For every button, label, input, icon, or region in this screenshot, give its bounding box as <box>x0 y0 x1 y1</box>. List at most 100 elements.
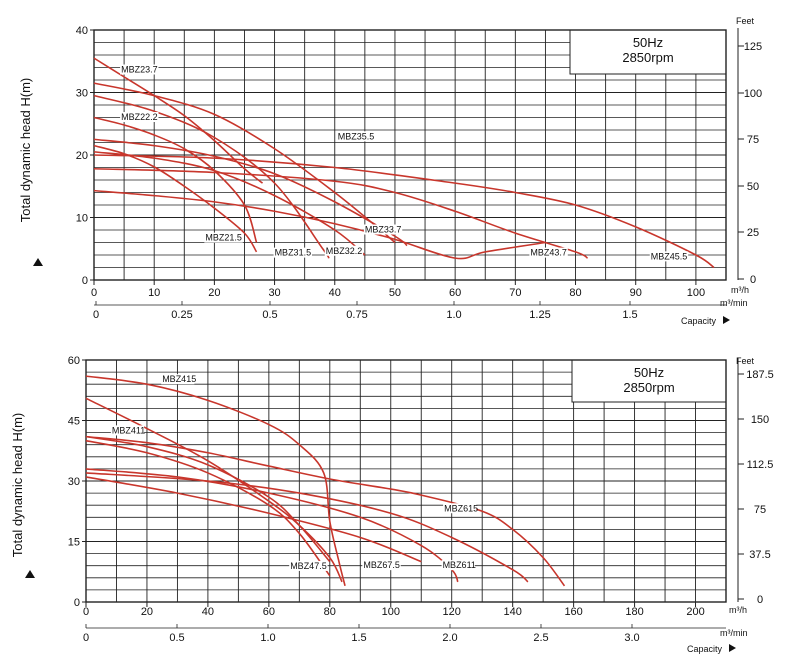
curve-label: MBZ47.5 <box>290 561 327 571</box>
x2-tick-label: 0 <box>83 632 89 644</box>
speed-label: 2850rpm <box>623 380 674 395</box>
x-tick-label: 100 <box>382 606 400 618</box>
curve-unlabeled <box>85 472 529 583</box>
curve-label: MBZ415 <box>162 374 196 384</box>
x-tick-label: 160 <box>564 606 582 618</box>
x-unit-label: m³/h <box>731 285 749 295</box>
feet-tick-label: 0 <box>757 594 763 606</box>
x-tick-label: 20 <box>208 287 220 299</box>
x-tick-label: 100 <box>687 287 705 299</box>
feet-tick-label: 100 <box>744 88 762 100</box>
x-tick-label: 140 <box>503 606 521 618</box>
curve-label: MBZ67.5 <box>363 560 400 570</box>
curve-mbz43-7 <box>93 167 588 259</box>
y-axis-arrow-icon <box>33 258 43 266</box>
x2-tick-label: 1.5 <box>351 632 366 644</box>
curve-label-background <box>443 503 477 514</box>
feet-tick-label: 187.5 <box>746 369 774 381</box>
curve-label-background <box>204 232 243 243</box>
curve-mbz67-5 <box>85 476 422 563</box>
curve-label-background <box>649 251 689 262</box>
x2-tick-label: 2.5 <box>533 632 548 644</box>
feet-axis-title: Feet <box>736 356 755 366</box>
curve-label: MBZ21.5 <box>205 233 242 243</box>
y-axis-title: Total dynamic head H(m) <box>18 78 33 223</box>
curve-unlabeled <box>93 189 546 260</box>
x-tick-label: 0 <box>91 287 97 299</box>
feet-tick-label: 0 <box>750 274 756 286</box>
x-tick-label: 40 <box>329 287 341 299</box>
curve-label: MBZ32.2 <box>326 246 363 256</box>
x2-tick-label: 0.25 <box>171 309 192 321</box>
curve-label: MBZ31.5 <box>275 248 312 258</box>
capacity-arrow-icon <box>729 644 736 652</box>
y-tick-label: 40 <box>76 25 88 37</box>
x2-tick-label: 0.75 <box>346 309 367 321</box>
curve-label-background <box>161 374 195 385</box>
curve-label-background <box>273 247 312 258</box>
curve-label-background <box>362 560 401 571</box>
curve-unlabeled <box>85 397 343 583</box>
x2-tick-label: 0 <box>93 309 99 321</box>
capacity-label: Capacity <box>681 316 717 326</box>
curve-label-background <box>120 112 159 122</box>
feet-axis-title: Feet <box>736 16 755 26</box>
x-tick-label: 180 <box>625 606 643 618</box>
x2-unit-label: m³/min <box>720 298 748 308</box>
y-axis-arrow-icon <box>25 570 35 578</box>
curve-mbz32-2 <box>93 151 366 256</box>
y-tick-label: 0 <box>74 597 80 609</box>
x-tick-label: 30 <box>268 287 280 299</box>
x-tick-label: 10 <box>148 287 160 299</box>
curve-label: MBZ615 <box>444 503 478 513</box>
x-tick-label: 0 <box>83 606 89 618</box>
feet-tick-label: 75 <box>754 504 766 516</box>
x-tick-label: 80 <box>569 287 581 299</box>
curve-label: MBZ43.7 <box>530 248 567 258</box>
curve-label: MBZ45.5 <box>651 251 688 261</box>
feet-tick-label: 37.5 <box>749 549 770 561</box>
x-tick-label: 60 <box>449 287 461 299</box>
frequency-label: 50Hz <box>633 35 663 50</box>
curve-label: MBZ22.2 <box>121 112 158 122</box>
y-tick-label: 60 <box>68 355 80 367</box>
curve-label-background <box>529 247 568 258</box>
curve-label-background <box>336 131 376 142</box>
curve-label-background <box>441 560 475 571</box>
curve-label-background <box>289 560 328 571</box>
x-tick-label: 50 <box>389 287 401 299</box>
curve-label-background <box>120 64 159 75</box>
y-tick-label: 30 <box>68 476 80 488</box>
x-unit-label: m³/h <box>729 605 747 615</box>
x2-tick-label: 0.5 <box>262 309 277 321</box>
curve-label: MBZ33.7 <box>365 225 402 235</box>
curve-mbz45-5 <box>93 154 715 269</box>
x2-tick-label: 0.5 <box>169 632 184 644</box>
y-tick-label: 45 <box>68 416 80 428</box>
capacity-label: Capacity <box>687 644 723 654</box>
x-tick-label: 60 <box>263 606 275 618</box>
x2-tick-label: 3.0 <box>624 632 639 644</box>
curve-mbz415 <box>85 375 346 587</box>
curve-label-background <box>363 224 403 235</box>
capacity-arrow-icon <box>723 316 730 324</box>
curve-mbz21-5 <box>93 144 258 253</box>
x-tick-label: 120 <box>443 606 461 618</box>
curve-mbz615 <box>85 435 566 587</box>
curve-label: MBZ35.5 <box>338 131 375 141</box>
x-tick-label: 20 <box>141 606 153 618</box>
feet-tick-label: 25 <box>747 227 759 239</box>
curve-label: MBZ23.7 <box>121 65 158 75</box>
x-tick-label: 40 <box>202 606 214 618</box>
feet-tick-label: 125 <box>744 41 762 53</box>
x2-tick-label: 1.0 <box>260 632 275 644</box>
feet-tick-label: 112.5 <box>747 459 774 471</box>
speed-label: 2850rpm <box>622 50 673 65</box>
curve-mbz23-7 <box>93 57 264 184</box>
curve-label: MBZ611 <box>443 560 476 570</box>
y-tick-label: 0 <box>82 275 88 287</box>
x2-unit-label: m³/min <box>720 628 748 638</box>
